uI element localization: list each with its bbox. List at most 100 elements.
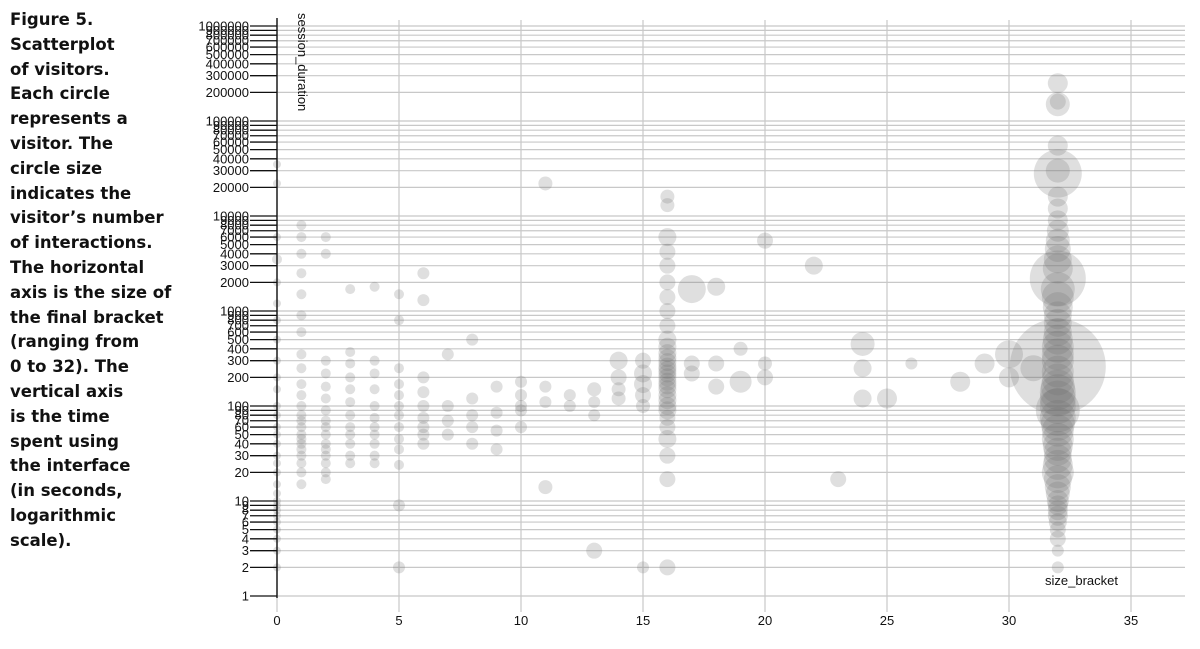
y-tick-label: 600000 <box>206 40 249 55</box>
data-point <box>320 444 331 455</box>
data-point <box>320 450 331 461</box>
data-point <box>417 294 430 307</box>
data-point <box>345 384 356 395</box>
y-tick-label: 300 <box>227 353 249 368</box>
data-point <box>1043 444 1072 473</box>
data-point <box>707 277 726 296</box>
data-point <box>588 409 601 422</box>
data-point <box>610 369 627 386</box>
data-point <box>658 344 677 363</box>
data-point <box>1039 380 1076 417</box>
data-point <box>1046 219 1069 242</box>
x-tick-label: 20 <box>758 613 772 628</box>
data-point <box>515 421 527 434</box>
data-point <box>1035 388 1080 433</box>
data-point <box>490 424 503 437</box>
data-point <box>1043 245 1072 274</box>
data-point <box>635 352 651 369</box>
data-points <box>272 73 1106 576</box>
data-point <box>320 248 331 259</box>
data-point <box>1042 292 1073 323</box>
data-point <box>1041 281 1074 314</box>
y-tick-label: 1000 <box>220 304 249 319</box>
data-point <box>658 372 677 391</box>
y-tick-label: 9000 <box>220 213 249 228</box>
y-tick-label: 90000 <box>213 118 249 133</box>
data-point <box>733 341 748 356</box>
data-point <box>1042 324 1073 355</box>
data-point <box>320 429 331 440</box>
caption-line: represents a <box>10 109 128 129</box>
data-point <box>345 410 356 421</box>
y-tick-label: 1 <box>242 589 249 604</box>
data-point <box>394 444 404 455</box>
y-tick-label: 10 <box>235 494 249 509</box>
data-point <box>320 467 331 478</box>
y-tick-label: 60000 <box>213 135 249 150</box>
data-point <box>417 371 430 384</box>
y-tick-label: 3000 <box>220 258 249 273</box>
y-tick-label: 40000 <box>213 151 249 166</box>
data-point <box>658 360 677 379</box>
data-point <box>320 393 331 404</box>
data-point <box>393 561 405 574</box>
data-point <box>757 232 773 249</box>
caption-line: scale). <box>10 530 72 550</box>
x-tick-label: 25 <box>880 613 894 628</box>
data-point <box>1047 505 1068 526</box>
data-point <box>1049 530 1066 547</box>
data-point <box>296 444 307 455</box>
caption-line: vertical axis <box>10 381 124 401</box>
data-point <box>515 389 527 402</box>
y-tick-label: 80000 <box>213 123 249 138</box>
y-tick-label: 5000 <box>220 237 249 252</box>
data-point <box>1043 318 1072 347</box>
caption-line: the interface <box>10 456 131 476</box>
caption-line: Figure 5. <box>10 10 94 29</box>
data-point <box>417 411 430 424</box>
data-point <box>659 257 676 274</box>
data-point <box>394 422 404 433</box>
data-point <box>345 422 356 433</box>
y-tick-label: 200 <box>227 370 249 385</box>
data-point <box>369 450 380 461</box>
y-tick-label: 7 <box>242 508 249 523</box>
data-point <box>853 389 872 408</box>
data-point <box>369 438 380 449</box>
data-point <box>1042 449 1073 480</box>
data-point <box>853 359 872 378</box>
data-point <box>320 381 331 392</box>
data-point <box>1051 544 1064 557</box>
data-point <box>850 331 875 356</box>
data-point <box>320 474 331 485</box>
data-point <box>563 400 576 412</box>
data-point <box>1040 272 1075 307</box>
data-point <box>345 438 356 449</box>
data-point <box>611 382 626 397</box>
data-point <box>515 404 527 417</box>
data-point <box>658 391 677 410</box>
data-point <box>1041 330 1074 363</box>
data-point <box>1041 422 1074 455</box>
data-point <box>1045 92 1070 117</box>
data-point <box>320 368 331 379</box>
data-point <box>394 459 404 470</box>
data-point <box>417 437 430 450</box>
x-tick-label: 0 <box>273 613 280 628</box>
data-point <box>999 367 1019 388</box>
y-tick-label: 7000 <box>220 223 249 238</box>
data-point <box>417 386 430 399</box>
data-point <box>659 274 676 291</box>
data-point <box>441 414 454 427</box>
x-tick-label: 10 <box>514 613 528 628</box>
y-tick-label: 40 <box>235 436 249 451</box>
grid <box>276 20 1185 612</box>
y-tick-label: 4000 <box>220 246 249 261</box>
data-point <box>588 396 601 409</box>
caption-line: circle size <box>10 158 103 178</box>
caption-line: visitor’s number <box>10 208 164 228</box>
data-point <box>296 248 307 259</box>
data-point <box>1041 414 1074 447</box>
data-point <box>1039 374 1076 411</box>
x-axis-label: size_bracket <box>1045 573 1118 588</box>
